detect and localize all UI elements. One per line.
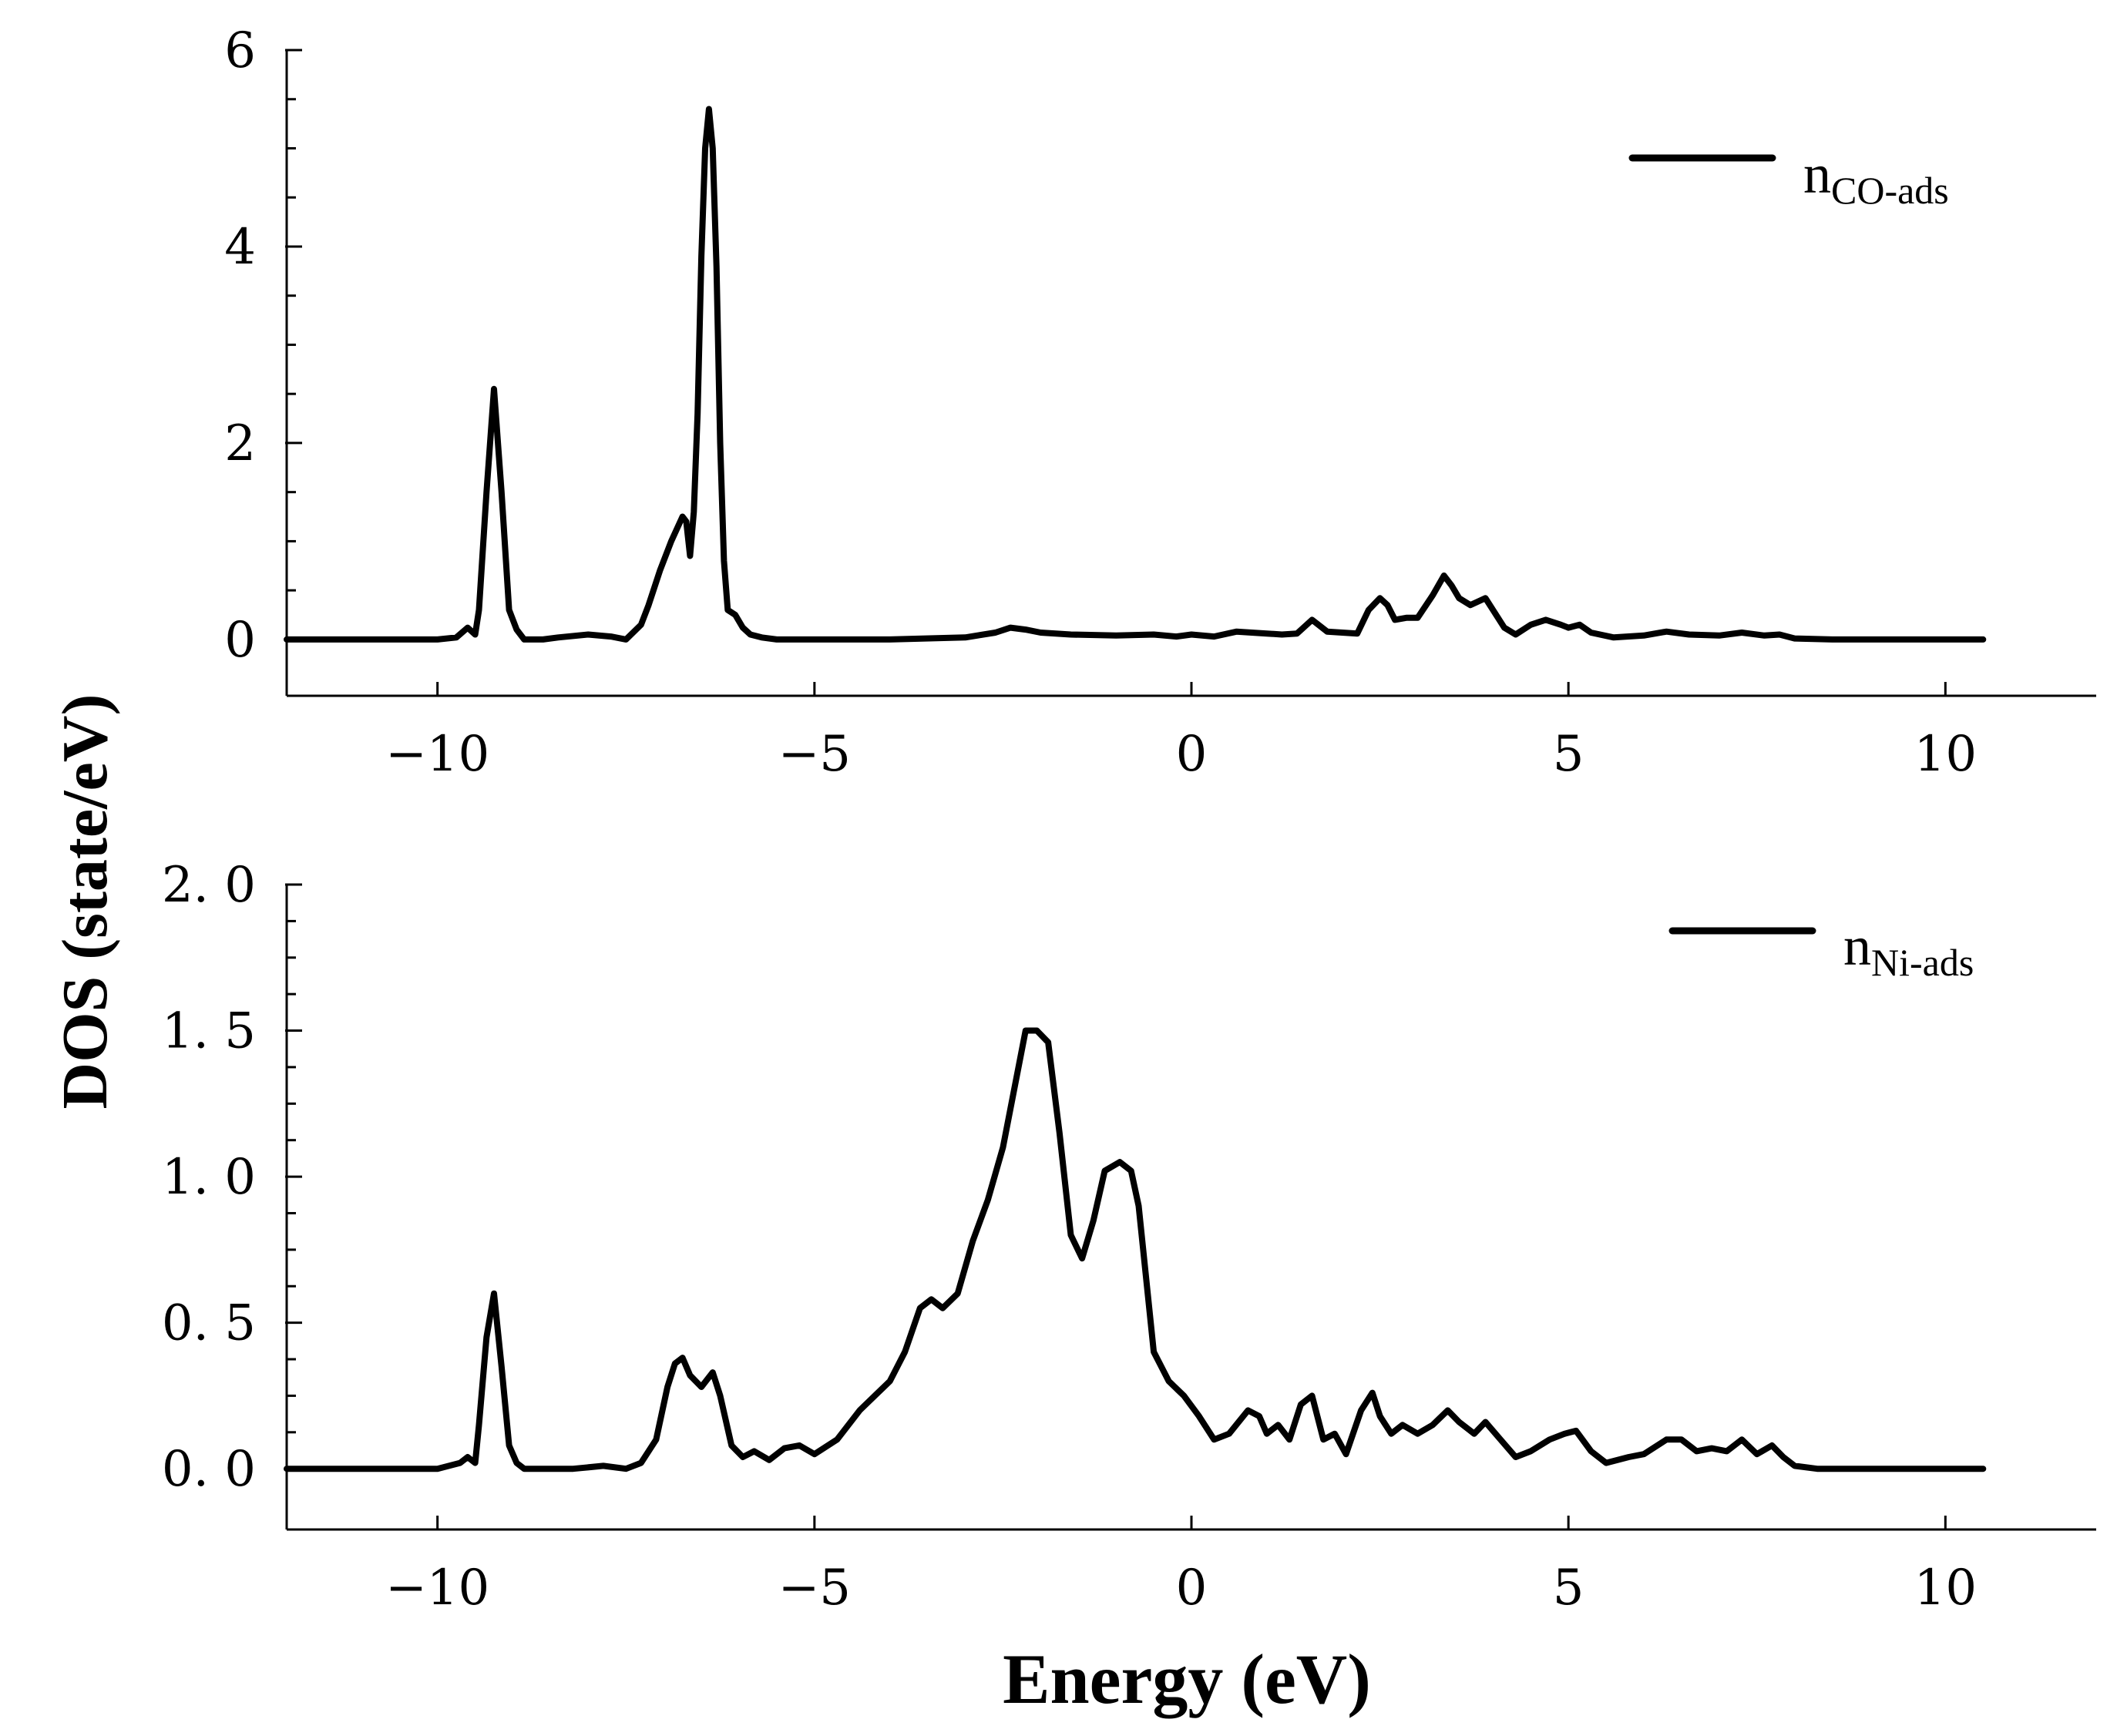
dos-curve-nCO-ads: [284, 106, 1987, 643]
y-tick-label: 1. 5: [162, 1003, 256, 1060]
x-tick-label: 10: [1914, 726, 1977, 783]
x-axis-title: Energy (eV): [1003, 1640, 1371, 1718]
y-tick-label: 0. 0: [162, 1441, 256, 1498]
legend-label: nCO-ads: [1803, 143, 1949, 212]
x-tick-label: −5: [778, 1560, 851, 1617]
x-tick-label: −10: [385, 726, 489, 783]
x-tick-label: 5: [1553, 726, 1584, 783]
x-tick-label: −5: [778, 726, 851, 783]
legend-label: nNi-ads: [1843, 915, 1974, 984]
y-tick-label: 2: [224, 415, 256, 472]
y-axis-title: DOS (state/eV): [49, 694, 121, 1110]
x-tick-label: 0: [1176, 1560, 1208, 1617]
y-tick-label: 4: [224, 219, 256, 276]
chart-panel-co-ads: 0 2 4 6 −10 −5 0 5 10 nCO-ads: [224, 22, 2096, 783]
y-tick-label: 0. 5: [162, 1295, 256, 1352]
y-tick-label: 1. 0: [162, 1149, 256, 1206]
dos-curve-nNi-ads: [284, 1027, 1987, 1472]
y-tick-label: 0: [224, 612, 256, 669]
x-tick-label: −10: [385, 1560, 489, 1617]
x-tick-label: 10: [1914, 1560, 1977, 1617]
chart-panel-ni-ads: 0. 0 0. 5 1. 0 1. 5 2. 0 −10 −5 0 5 10 nNi-ads: [162, 857, 2096, 1617]
x-tick-label: 5: [1553, 1560, 1584, 1617]
x-tick-label: 0: [1176, 726, 1208, 783]
y-tick-label: 2. 0: [162, 857, 256, 914]
y-tick-label: 6: [224, 22, 256, 79]
